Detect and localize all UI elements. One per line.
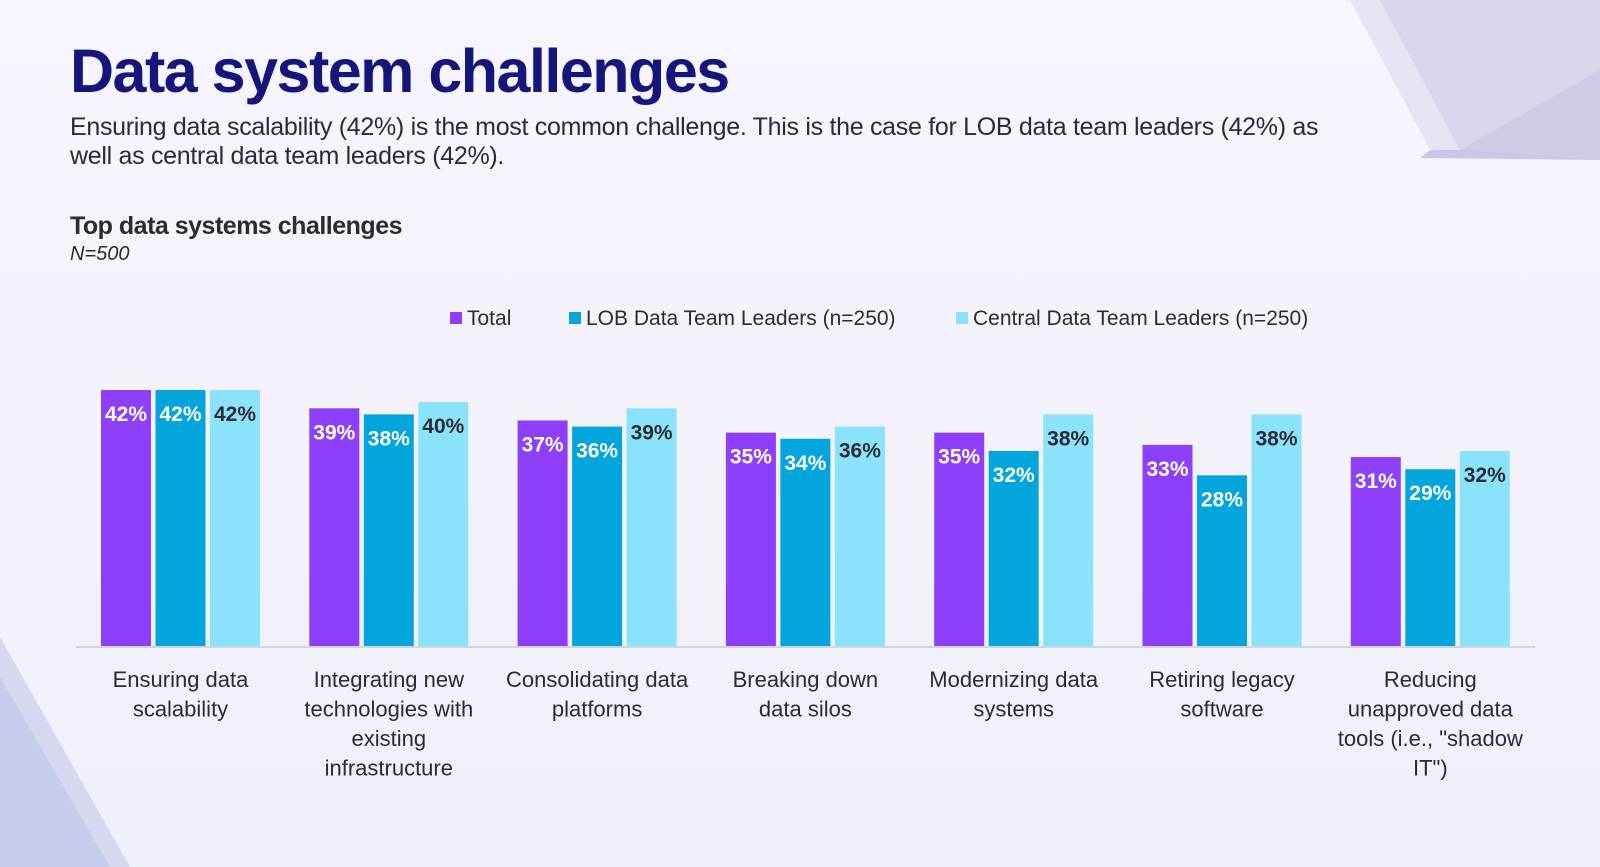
bar-5-0 <box>1142 444 1193 646</box>
bar-6-0 <box>1350 457 1401 646</box>
chart-title: Top data systems challenges <box>70 212 403 240</box>
bar-value-label-5-1: 28% <box>1201 488 1243 511</box>
bar-value-label-4-1: 32% <box>993 464 1035 487</box>
category-label-6: Reducing unapproved data tools (i.e., "sha… <box>1338 667 1523 781</box>
sample-size-note: N=500 <box>70 243 130 265</box>
bar-2-1 <box>572 426 623 646</box>
category-label-0: Ensuring data scalability <box>113 667 250 722</box>
bar-labels-group: 42% 42% 42% 39% 38% 40% 37% 36% 39% 35% 34% 36% 35% 3… <box>105 403 1506 511</box>
page-subtitle: Ensuring data scalability (42%) is the m… <box>70 113 1319 170</box>
bar-5-2 <box>1251 414 1302 646</box>
bar-0-2 <box>210 390 260 646</box>
legend-swatch-1 <box>569 312 581 324</box>
bar-3-1 <box>780 438 831 646</box>
bar-4-0 <box>934 432 985 646</box>
bar-3-0 <box>725 432 776 646</box>
bar-1-1 <box>363 414 414 646</box>
category-label-2: Consolidating data platforms <box>506 667 689 722</box>
bar-value-label-5-2: 38% <box>1255 427 1297 450</box>
bar-value-label-3-2: 36% <box>839 440 881 463</box>
bar-value-label-3-1: 34% <box>784 452 826 475</box>
bar-6-1 <box>1405 469 1456 646</box>
legend-label-1: LOB Data Team Leaders (n=250) <box>586 307 896 330</box>
bar-2-0 <box>517 420 568 646</box>
bar-4-2 <box>1043 414 1094 646</box>
bars-group <box>101 390 1510 646</box>
bar-value-label-4-2: 38% <box>1047 427 1089 450</box>
category-labels-group: Ensuring data scalability Integrating new t… <box>113 667 1523 781</box>
bar-value-label-1-0: 39% <box>313 421 355 444</box>
category-label-4: Modernizing data systems <box>929 667 1099 722</box>
chart-legend: Total LOB Data Team Leaders (n=250) Centra… <box>450 307 1308 330</box>
bar-value-label-1-2: 40% <box>422 415 464 438</box>
bar-value-label-6-2: 32% <box>1464 464 1506 487</box>
legend-label-2: Central Data Team Leaders (n=250) <box>973 307 1308 330</box>
bar-value-label-2-1: 36% <box>576 440 618 463</box>
bar-5-1 <box>1197 475 1247 646</box>
bar-value-label-6-0: 31% <box>1355 470 1397 493</box>
page-title: Data system challenges <box>70 37 730 105</box>
category-label-1: Integrating new technologies with existing… <box>304 667 473 781</box>
category-label-5: Retiring legacy software <box>1149 667 1295 722</box>
bar-value-label-4-0: 35% <box>938 446 980 469</box>
bar-2-2 <box>626 408 677 646</box>
bar-6-2 <box>1459 450 1510 646</box>
decorative-shape-bottom-left <box>0 637 130 867</box>
bar-3-2 <box>834 426 885 646</box>
bar-0-0 <box>101 390 151 646</box>
decorative-shape-top-right <box>1350 0 1600 160</box>
bar-1-0 <box>309 408 360 646</box>
bar-4-1 <box>988 450 1039 646</box>
legend-swatch-2 <box>956 312 968 324</box>
bar-value-label-2-2: 39% <box>631 421 673 444</box>
bar-value-label-0-0: 42% <box>105 403 147 426</box>
bar-0-1 <box>155 390 206 646</box>
bar-value-label-5-0: 33% <box>1146 458 1188 481</box>
bar-value-label-2-0: 37% <box>522 433 564 456</box>
bar-value-label-0-1: 42% <box>159 403 201 426</box>
bar-1-2 <box>418 402 469 646</box>
category-label-3: Breaking down data silos <box>733 667 879 722</box>
legend-swatch-0 <box>450 312 462 324</box>
bar-value-label-6-1: 29% <box>1409 482 1451 505</box>
bar-value-label-1-1: 38% <box>368 427 410 450</box>
bar-value-label-3-0: 35% <box>730 446 772 469</box>
legend-label-0: Total <box>467 307 511 330</box>
bar-value-label-0-2: 42% <box>214 403 256 426</box>
